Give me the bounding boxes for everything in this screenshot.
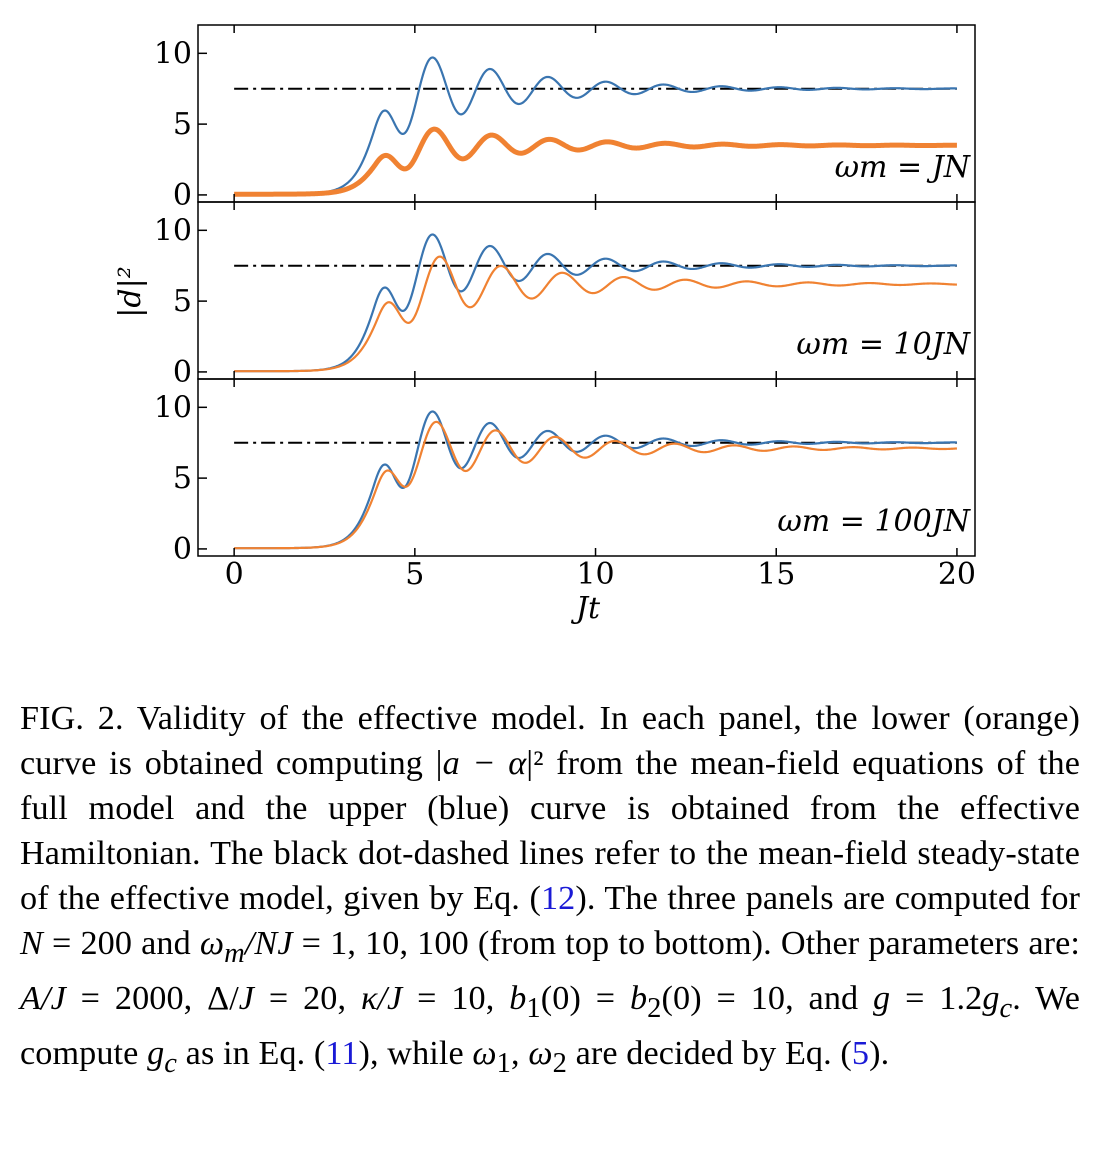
panel-label: ωm = JN — [835, 150, 972, 185]
series-line-full-model — [234, 255, 957, 373]
x-tick-label: 10 — [576, 557, 614, 592]
series-line-effective — [234, 56, 957, 196]
panel-label: ωm = 100JN — [777, 504, 971, 539]
y-tick-label: 0 — [173, 355, 192, 390]
panel-label: ωm = 10JN — [796, 327, 971, 362]
x-tick-label: 20 — [938, 557, 976, 592]
x-tick-label: 15 — [757, 557, 795, 592]
panel-3: 0 5 10 ωm = 100JN — [154, 378, 976, 567]
panels-group: 0 5 10 ωm = JN 0 5 10 ωm = 10JN 0 5 10 ωm = 100JN — [154, 24, 976, 567]
y-axis-label: |d|² — [113, 266, 148, 317]
y-tick-label: 10 — [154, 213, 192, 248]
y-tick-label: 10 — [154, 390, 192, 425]
figure-plot: 0 5 10 ωm = JN 0 5 10 ωm = 10JN 0 5 10 ωm = 100JN |… — [113, 24, 976, 626]
eq-ref-5[interactable]: 5 — [851, 1034, 870, 1072]
eq-ref-11[interactable]: 11 — [325, 1034, 359, 1072]
eq-ref-12[interactable]: 12 — [540, 880, 576, 917]
panel-2: 0 5 10 ωm = 10JN — [154, 201, 976, 390]
y-tick-label: 5 — [173, 461, 192, 496]
series-line-full-model — [234, 126, 957, 197]
x-axis-ticks: 0 5 10 15 20 — [225, 557, 976, 592]
panel-1: 0 5 10 ωm = JN — [154, 24, 976, 213]
y-tick-label: 10 — [154, 36, 192, 71]
series-line-effective — [234, 233, 957, 373]
x-tick-label: 0 — [225, 557, 244, 592]
y-tick-label: 0 — [173, 532, 192, 567]
y-tick-label: 5 — [173, 284, 192, 319]
panel-frame — [197, 378, 976, 557]
series-line-effective — [234, 410, 957, 550]
figure-caption: FIG. 2. Validity of the effective model.… — [20, 700, 1081, 1079]
x-tick-label: 5 — [405, 557, 424, 592]
y-tick-label: 0 — [173, 178, 192, 213]
series-line-full-model — [234, 420, 957, 550]
y-tick-label: 5 — [173, 107, 192, 142]
x-axis-label: Jt — [570, 591, 601, 626]
